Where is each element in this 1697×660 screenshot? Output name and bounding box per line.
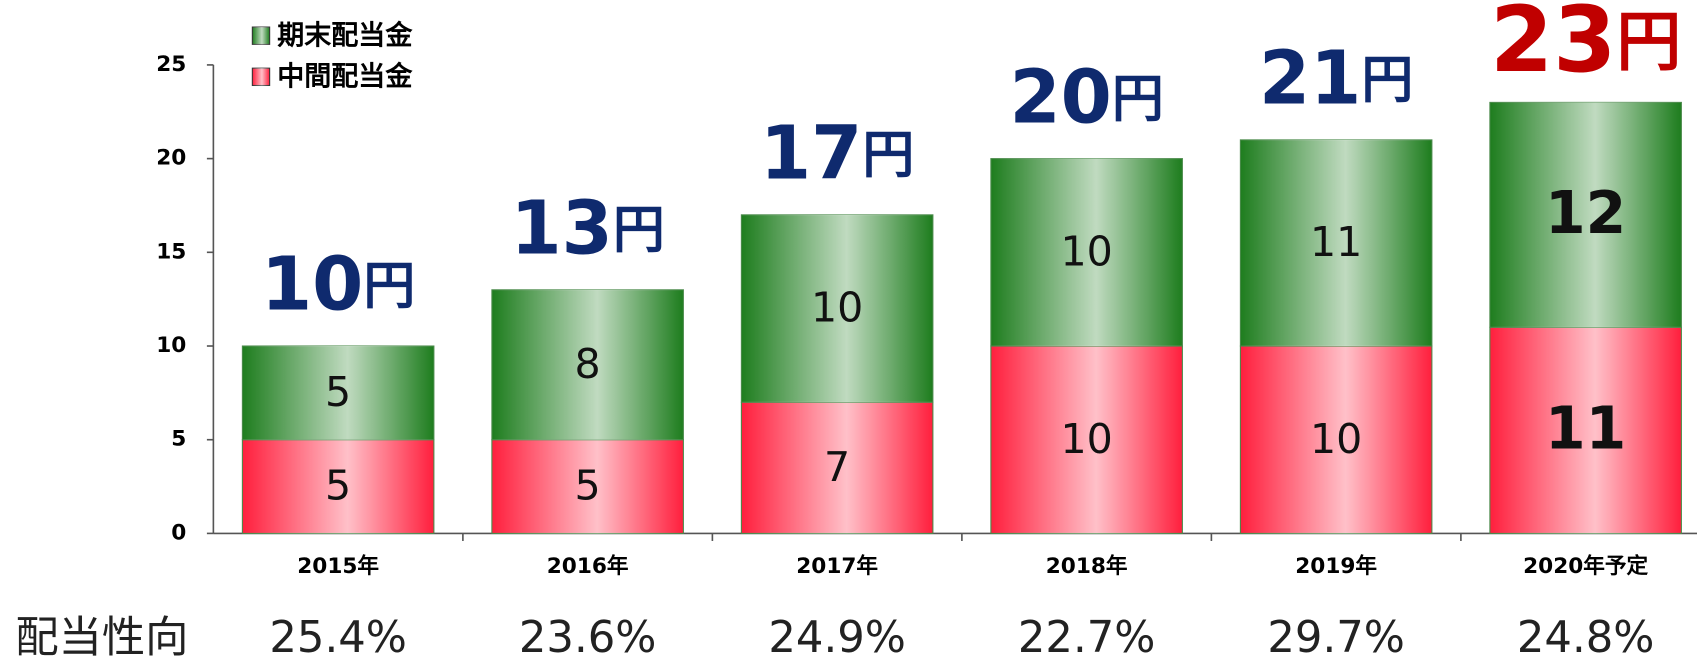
x-tick-label: 2017年 [796,553,878,579]
total-label: 13円 [510,187,664,272]
payout-ratio: 23.6% [519,613,656,660]
legend-shine [252,68,270,86]
x-tick-label: 2018年 [1046,553,1128,579]
bar-shine [1489,327,1682,534]
y-tick-label: 10 [156,333,186,358]
total-label: 21円 [1259,37,1413,122]
bar-shine [741,214,933,403]
bar-shine [491,439,684,534]
segment-label: 11 [1310,218,1362,266]
segment-label: 5 [325,462,351,510]
payout-ratio: 29.7% [1267,613,1404,660]
bar-shine [491,289,684,440]
segment-label: 12 [1545,179,1626,247]
total-label: 17円 [760,112,914,197]
bar-shine [990,158,1183,347]
payout-ratio: 22.7% [1018,613,1155,660]
total-unit: 円 [1361,51,1413,111]
total-value: 20 [1009,55,1111,140]
total-label: 23円 [1490,0,1681,93]
payout-ratio: 25.4% [269,613,406,660]
segment-label: 10 [1310,415,1362,463]
bar-shine [242,439,434,534]
bar-shine [1489,102,1682,328]
total-value: 21 [1259,37,1361,122]
total-value: 13 [510,187,612,272]
y-tick-label: 5 [171,427,186,452]
bar-shine [242,346,434,440]
legend-label: 中間配当金 [277,60,413,92]
y-tick-label: 15 [156,239,186,264]
bar-shine [1240,139,1432,347]
y-tick-label: 25 [156,52,186,77]
segment-label: 5 [575,462,601,510]
segment-label: 8 [575,340,601,388]
total-label: 20円 [1009,55,1163,140]
bar-shine [990,346,1183,534]
total-value: 10 [261,243,363,328]
payout-label: 配当性向 [15,613,188,660]
payout-ratio: 24.8% [1517,613,1654,660]
bar-shine [741,402,933,534]
total-label: 10円 [261,243,415,328]
segment-label: 5 [325,368,351,416]
segment-label: 10 [811,284,863,332]
payout-ratio: 24.9% [768,613,905,660]
total-unit: 円 [363,257,415,317]
total-value: 17 [760,112,862,197]
x-tick-label: 2020年予定 [1523,553,1648,579]
legend-shine [252,27,270,45]
x-tick-label: 2015年 [297,553,379,579]
total-unit: 円 [613,201,665,261]
legend-label: 期末配当金 [277,19,413,51]
x-tick-label: 2016年 [547,553,629,579]
y-tick-label: 0 [171,520,186,545]
bar-shine [1240,346,1432,534]
segment-label: 7 [824,443,850,491]
segment-label: 11 [1545,395,1626,463]
total-unit: 円 [1112,69,1164,129]
segment-label: 10 [1060,227,1112,275]
total-value: 23 [1490,0,1616,93]
total-unit: 円 [862,126,914,186]
y-tick-label: 20 [156,146,186,171]
x-tick-label: 2019年 [1295,553,1377,579]
segment-label: 10 [1060,415,1112,463]
total-unit: 円 [1616,5,1681,80]
